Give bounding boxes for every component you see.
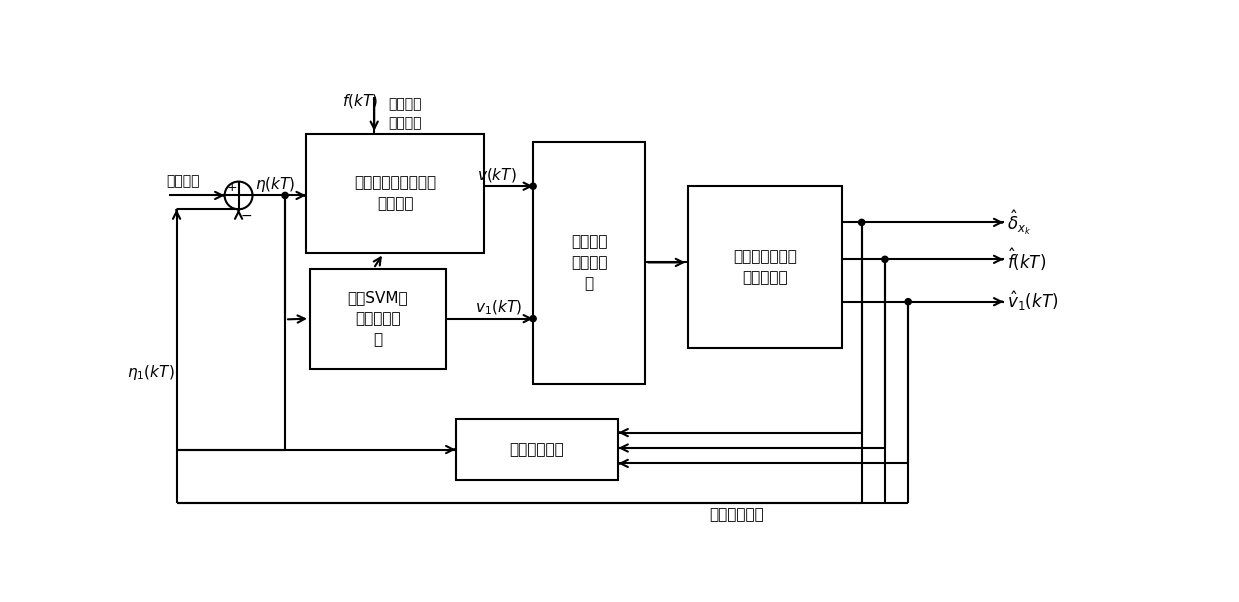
Text: +: + [227, 181, 237, 194]
Text: 基于SVM的
动态补偿模
型: 基于SVM的 动态补偿模 型 [347, 290, 408, 347]
FancyBboxPatch shape [456, 419, 618, 480]
Text: 复合故障分离: 复合故障分离 [509, 442, 564, 457]
Text: 监督目标: 监督目标 [166, 175, 199, 188]
Circle shape [530, 315, 536, 321]
Text: $\hat{v}_1(kT)$: $\hat{v}_1(kT)$ [1007, 290, 1058, 314]
Text: $v_1(kT)$: $v_1(kT)$ [475, 299, 522, 317]
Text: $\eta_1(kT)$: $\eta_1(kT)$ [126, 363, 175, 382]
FancyBboxPatch shape [310, 268, 446, 368]
Circle shape [530, 183, 536, 189]
Text: $\hat{\delta}_{x_k}$: $\hat{\delta}_{x_k}$ [1007, 208, 1032, 237]
Circle shape [282, 193, 289, 199]
Text: $v(kT)$: $v(kT)$ [477, 166, 517, 184]
Text: $f(kT)$: $f(kT)$ [342, 92, 378, 110]
Text: $\hat{f}(kT)$: $\hat{f}(kT)$ [1007, 246, 1047, 273]
FancyBboxPatch shape [688, 186, 841, 348]
Circle shape [859, 219, 865, 226]
Text: $\eta(kT)$: $\eta(kT)$ [255, 175, 295, 194]
FancyBboxPatch shape [306, 134, 484, 253]
Text: 牵引电机驱动系统离
散化模型: 牵引电机驱动系统离 散化模型 [354, 176, 436, 211]
FancyBboxPatch shape [533, 141, 646, 384]
Text: 混合模型下复合
故障检测器: 混合模型下复合 故障检测器 [732, 249, 797, 285]
Text: 复合故障
先验知识: 复合故障 先验知识 [388, 98, 421, 130]
Circle shape [882, 256, 888, 262]
Text: −: − [240, 208, 252, 223]
Circle shape [904, 299, 911, 305]
Text: 二乘二取
二容错机
制: 二乘二取 二容错机 制 [571, 234, 607, 291]
Text: 动态输出反馈: 动态输出反馈 [709, 507, 763, 523]
